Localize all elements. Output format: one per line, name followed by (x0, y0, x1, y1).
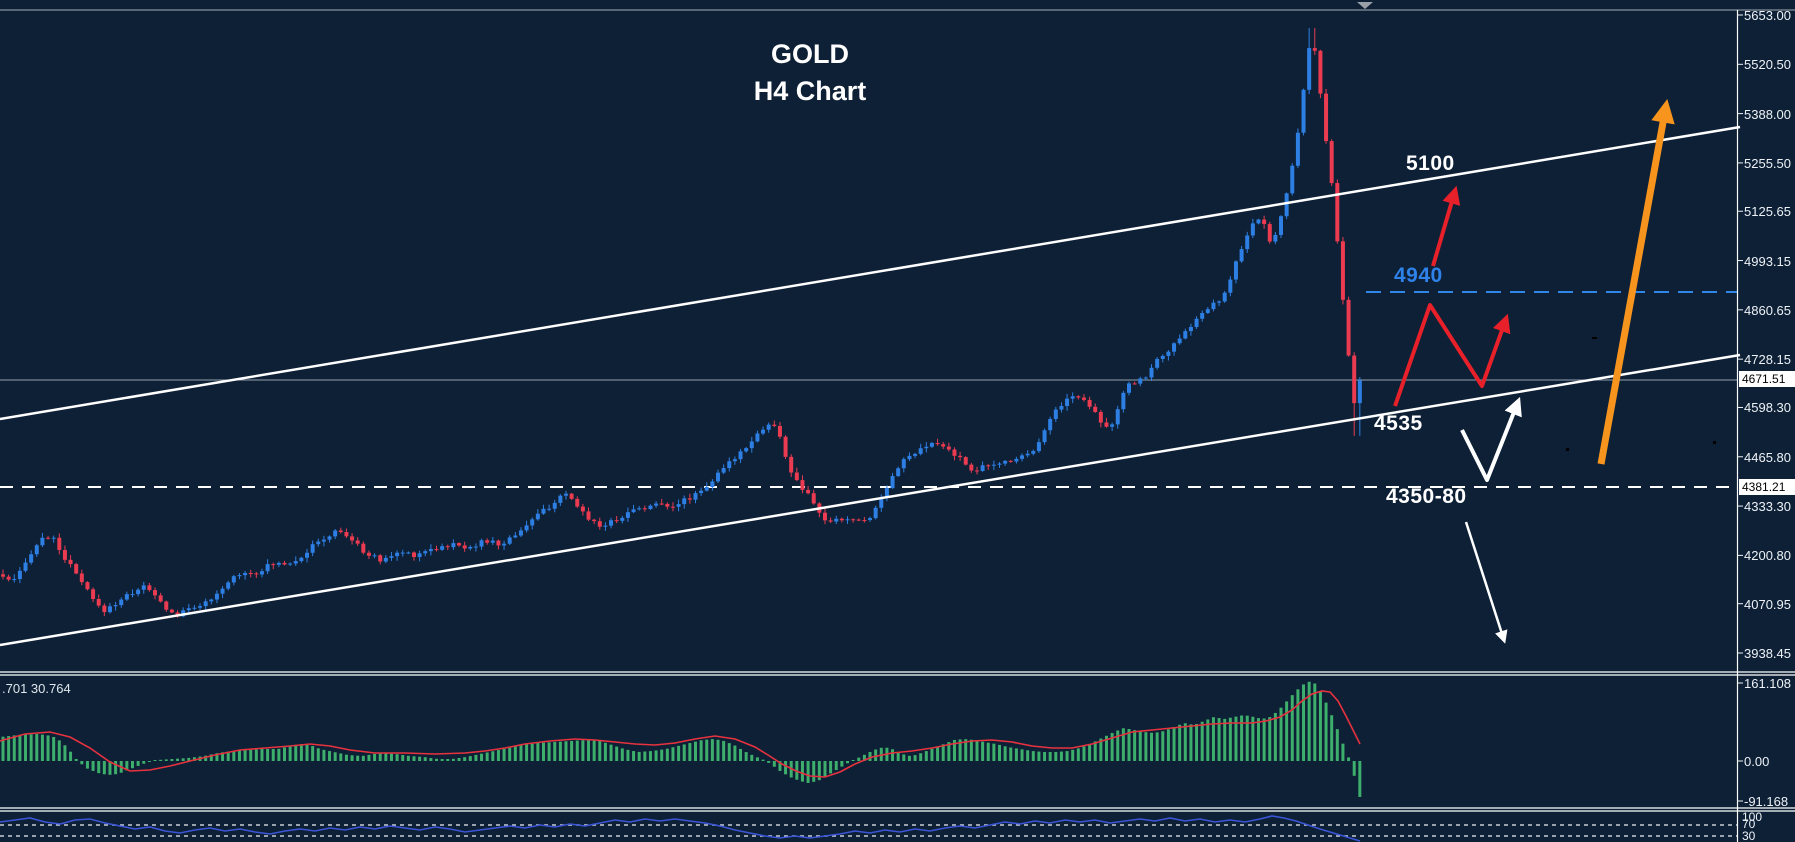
annotation-level-4940[interactable]: 4940 (1394, 264, 1443, 287)
macd-axis-label: -91.168 (1744, 794, 1789, 809)
white-down-arrow (1464, 521, 1508, 644)
price-axis-label: 4465.80 (1744, 449, 1791, 465)
macd-signal-line (0, 690, 1361, 778)
price-axis-label: 5125.65 (1744, 204, 1791, 220)
annotation-zone-4350-80[interactable]: 4350-80 (1386, 485, 1467, 508)
price-axis-label: 4070.95 (1744, 596, 1791, 612)
orange-up-arrow (1597, 98, 1675, 465)
rsi-axis-label: 30 (1742, 829, 1756, 842)
rsi-axis-label: 70 (1742, 817, 1756, 831)
current-price-tag: 4671.51 (1739, 371, 1795, 387)
chart-title: GOLD H4 Chart (650, 36, 970, 110)
macd-axis-label: 0.00 (1744, 754, 1770, 769)
price-axis-label: 4993.15 (1744, 253, 1791, 269)
candles (1, 28, 1362, 618)
macd-histogram (1, 681, 1362, 797)
autoscroll-triangle-icon (1357, 2, 1373, 9)
dashed-level-tag: 4381.21 (1739, 479, 1795, 495)
rsi-line (0, 815, 1361, 842)
chart-title-timeframe: H4 Chart (753, 76, 867, 106)
price-axis-label: 5255.50 (1744, 155, 1791, 171)
price-axis-label: 4598.30 (1744, 400, 1791, 416)
upper-trendline (0, 125, 1741, 421)
price-axis-label: 5520.50 (1744, 57, 1791, 73)
red-zigzag-arrow (1393, 303, 1511, 407)
macd-axis-label: 161.108 (1744, 676, 1791, 691)
price-axis-label: 4333.30 (1744, 499, 1791, 515)
price-axis-label: 4728.15 (1744, 352, 1791, 368)
chart-title-symbol: GOLD (771, 39, 849, 69)
annotation-support-4535[interactable]: 4535 (1374, 412, 1423, 435)
price-axis-label: 4860.65 (1744, 302, 1791, 318)
lower-trendline (0, 353, 1741, 647)
red-up-arrow (1431, 185, 1461, 267)
rsi-axis-label: 100 (1742, 810, 1763, 824)
price-axis-label: 5388.00 (1744, 106, 1791, 122)
price-axis-label: 4200.80 (1744, 548, 1791, 564)
price-axis-label: 3938.45 (1744, 646, 1791, 661)
indicator-values-label: .701 30.764 (2, 681, 71, 696)
white-zigzag-arrow (1460, 396, 1522, 482)
annotation-resistance-5100[interactable]: 5100 (1406, 152, 1455, 175)
price-axis-label: 5653.00 (1744, 8, 1791, 23)
